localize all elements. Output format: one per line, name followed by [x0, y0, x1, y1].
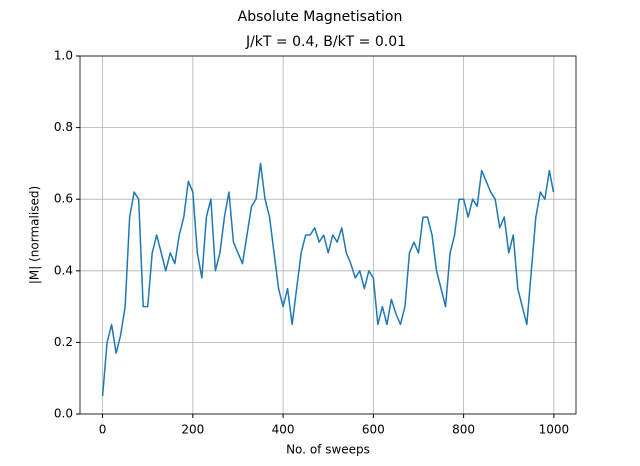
y-tick-label: 0.8 — [54, 120, 73, 134]
chart-title: Absolute Magnetisation — [238, 9, 403, 25]
x-tick-label: 800 — [452, 423, 475, 437]
x-tick-label: 200 — [181, 423, 204, 437]
y-tick-label: 0.6 — [54, 192, 73, 206]
chart-subtitle: J/kT = 0.4, B/kT = 0.01 — [245, 34, 406, 50]
plot-frame — [79, 55, 577, 415]
y-tick-label: 0.4 — [54, 263, 73, 277]
line-series — [101, 162, 555, 397]
y-axis-label: |M| (normalised) — [28, 186, 42, 284]
x-tick-label: 1000 — [539, 423, 570, 437]
x-tick-label: 0 — [99, 423, 107, 437]
x-tick-label: 600 — [362, 423, 385, 437]
y-tick-label: 0.0 — [54, 407, 73, 421]
x-tick-label: 400 — [272, 423, 295, 437]
x-axis-label: No. of sweeps — [286, 443, 370, 457]
y-tick-label: 1.0 — [54, 49, 73, 63]
y-tick-label: 0.2 — [54, 335, 73, 349]
